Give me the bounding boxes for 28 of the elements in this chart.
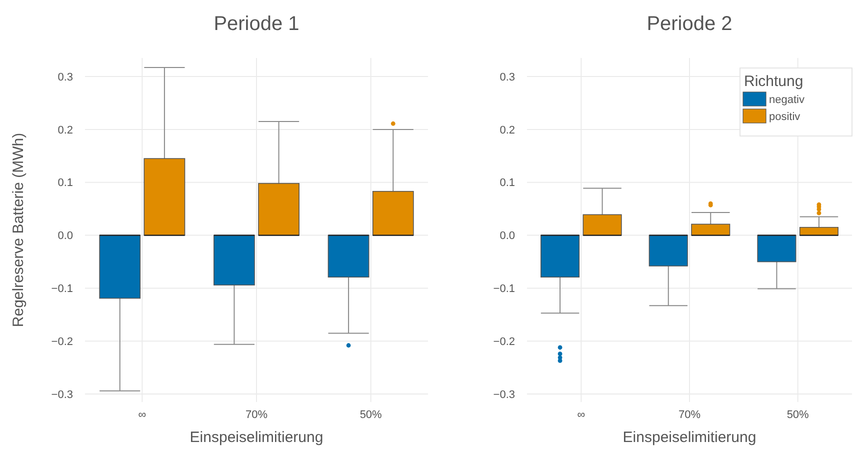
- legend-label: positiv: [769, 110, 801, 123]
- x-tick-label: 70%: [678, 409, 701, 421]
- chart-title: Periode 2: [646, 13, 732, 35]
- y-tick-label: −0.2: [51, 336, 73, 348]
- legend-title: Richtung: [744, 73, 804, 90]
- chart-title: Periode 1: [214, 13, 300, 35]
- y-tick-label: −0.1: [51, 283, 73, 296]
- y-tick-label: 0.0: [58, 230, 73, 242]
- x-axis-title: Einspeiselimitierung: [190, 429, 324, 446]
- x-axis-title: Einspeiselimitierung: [622, 429, 756, 446]
- y-tick-label: 0.3: [500, 71, 515, 84]
- x-tick-label: 50%: [360, 409, 382, 421]
- legend-label: negativ: [769, 94, 805, 106]
- y-tick-label: −0.3: [51, 388, 73, 401]
- y-axis-title: Regelreserve Batterie (MWh): [10, 132, 27, 328]
- y-tick-label: −0.1: [493, 283, 515, 296]
- y-tick-label: 0.1: [58, 177, 73, 190]
- y-tick-label: 0.0: [500, 230, 515, 242]
- y-tick-label: 0.2: [500, 124, 515, 136]
- x-tick-label: ∞: [138, 409, 146, 421]
- y-tick-label: −0.2: [493, 336, 515, 348]
- x-tick-label: 50%: [786, 409, 810, 421]
- x-tick-label: ∞: [577, 409, 586, 421]
- x-tick-label: 70%: [245, 409, 268, 421]
- y-tick-label: 0.2: [58, 124, 73, 136]
- y-tick-label: −0.3: [493, 388, 515, 401]
- y-tick-label: 0.1: [500, 177, 515, 190]
- y-tick-label: 0.3: [58, 71, 73, 84]
